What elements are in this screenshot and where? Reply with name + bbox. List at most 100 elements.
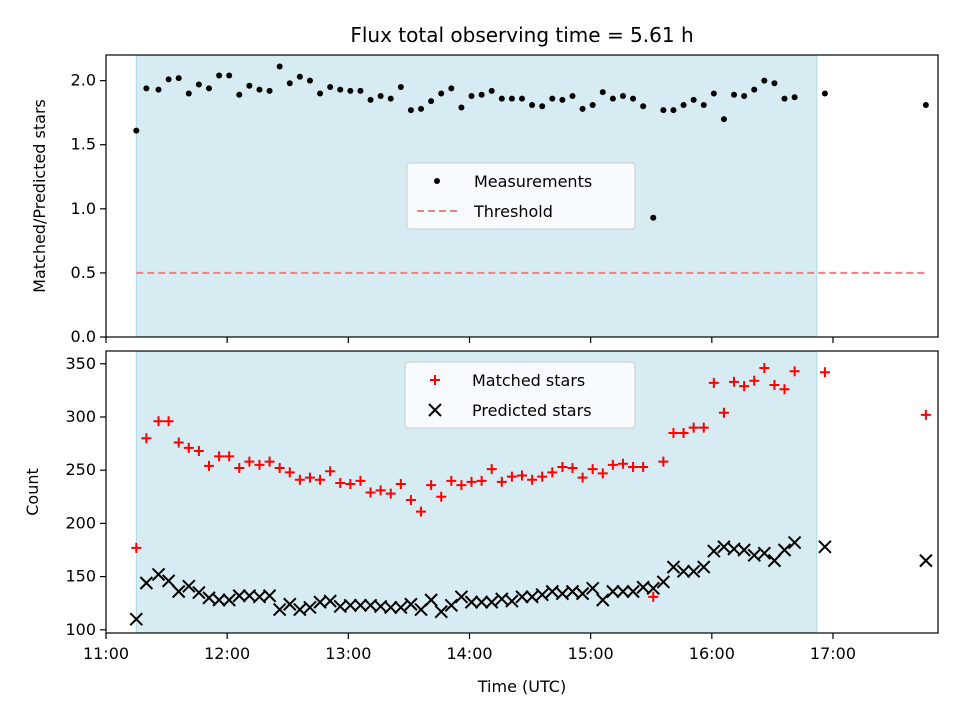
matched-star-point — [708, 377, 719, 388]
measurement-point — [609, 95, 616, 102]
measurement-point — [781, 95, 788, 102]
measurement-point — [751, 86, 758, 93]
measurement-point — [680, 101, 687, 108]
matched-star-point — [345, 479, 356, 490]
predicted-star-point — [272, 602, 287, 617]
matched-star-point — [436, 491, 447, 502]
predicted-star-point — [585, 581, 600, 596]
measurement-point — [660, 107, 667, 114]
x-axis-label: Time (UTC) — [477, 677, 566, 696]
predicted-star-point — [535, 587, 549, 602]
matched-star-point — [718, 407, 729, 418]
matched-star-point — [163, 416, 174, 427]
predicted-star-point — [464, 595, 479, 609]
y-tick-label: 150 — [65, 567, 96, 586]
legend-box — [404, 361, 636, 429]
measurement-point — [771, 80, 778, 87]
predicted-star-point — [262, 589, 277, 603]
matched-star-point — [678, 427, 689, 438]
measurement-point — [761, 77, 768, 84]
matched-star-point — [141, 433, 152, 444]
plot-marks — [129, 363, 933, 626]
matched-star-point — [597, 468, 608, 479]
matched-star-point — [496, 476, 507, 487]
legend-label: Measurements — [474, 172, 592, 191]
predicted-star-point — [656, 575, 671, 589]
matched-star-point — [131, 542, 142, 553]
predicted-star-point — [666, 560, 681, 574]
matched-star-point — [729, 376, 740, 387]
measurement-point — [438, 90, 445, 97]
predicted-star-point — [139, 576, 154, 590]
matched-star-point — [456, 480, 467, 491]
predicted-star-point — [151, 567, 166, 582]
matched-star-point — [688, 422, 699, 433]
measurement-point — [741, 93, 748, 100]
measurement-point — [195, 81, 202, 88]
measurement-point — [377, 93, 384, 100]
predicted-star-point — [757, 546, 772, 560]
predicted-star-point — [676, 564, 691, 578]
matched-star-point — [557, 461, 568, 472]
matched-star-point — [264, 456, 275, 467]
predicted-star-point — [818, 540, 832, 554]
predicted-star-point — [495, 592, 509, 606]
measurement-point — [468, 93, 475, 100]
y-tick-label: 250 — [65, 460, 96, 479]
measurement-point — [317, 90, 324, 97]
y-tick-label: 300 — [65, 407, 96, 426]
predicted-star-point — [232, 589, 246, 603]
matched-star-point — [920, 409, 931, 420]
x-tick-label: 14:00 — [446, 644, 492, 663]
predicted-star-point — [424, 593, 438, 607]
matched-star-point — [537, 471, 548, 482]
measurement-point — [569, 93, 576, 100]
measurement-point — [246, 82, 253, 89]
predicted-star-point — [565, 584, 580, 599]
measurement-point — [650, 214, 657, 221]
matched-star-point — [506, 471, 517, 482]
predicted-star-point — [646, 581, 660, 596]
matched-star-point — [325, 466, 336, 477]
measurement-point — [821, 90, 828, 97]
measurement-point — [579, 105, 586, 112]
matched-star-point — [749, 375, 760, 386]
predicted-star-point — [707, 544, 721, 558]
matched-star-point — [486, 464, 497, 475]
matched-star-point — [628, 461, 639, 472]
top-panel: 0.0 0.5 1.0 1.5 2.0 Matched/Predicted stars Me… — [30, 54, 939, 346]
predicted-star-point — [515, 590, 529, 604]
measurement-point — [327, 84, 334, 91]
predicted-star-point — [787, 535, 802, 550]
predicted-star-point — [525, 590, 539, 604]
legend-measurement-swatch — [434, 178, 440, 184]
matched-star-point — [365, 487, 376, 498]
predicted-star-point — [575, 586, 590, 601]
matched-star-point — [284, 467, 295, 478]
predicted-star-point — [303, 600, 317, 615]
measurement-point — [256, 86, 263, 93]
matched-star-point — [254, 459, 265, 470]
predicted-star-point — [434, 605, 448, 619]
predicted-star-point — [505, 594, 519, 608]
matched-star-point — [819, 367, 830, 378]
predicted-star-point — [222, 593, 236, 607]
matched-star-point — [577, 472, 588, 483]
predicted-star-point — [161, 574, 176, 588]
legend-label: Matched stars — [472, 371, 585, 390]
matched-star-point — [304, 472, 315, 483]
x-tick-label: 17:00 — [810, 644, 856, 663]
matched-star-point — [466, 476, 477, 487]
measurement-point — [498, 95, 505, 102]
y-tick-label: 350 — [65, 354, 96, 373]
matched-star-point — [234, 463, 245, 474]
matched-star-point — [335, 477, 346, 488]
legend: Matched stars Predicted stars — [404, 361, 636, 429]
predicted-star-point — [717, 540, 731, 554]
predicted-star-point — [686, 564, 701, 578]
measurement-point — [710, 90, 717, 97]
predicted-star-point — [293, 602, 307, 617]
measurement-point — [357, 87, 364, 94]
measurement-point — [185, 90, 192, 97]
predicted-star-point — [767, 553, 782, 568]
